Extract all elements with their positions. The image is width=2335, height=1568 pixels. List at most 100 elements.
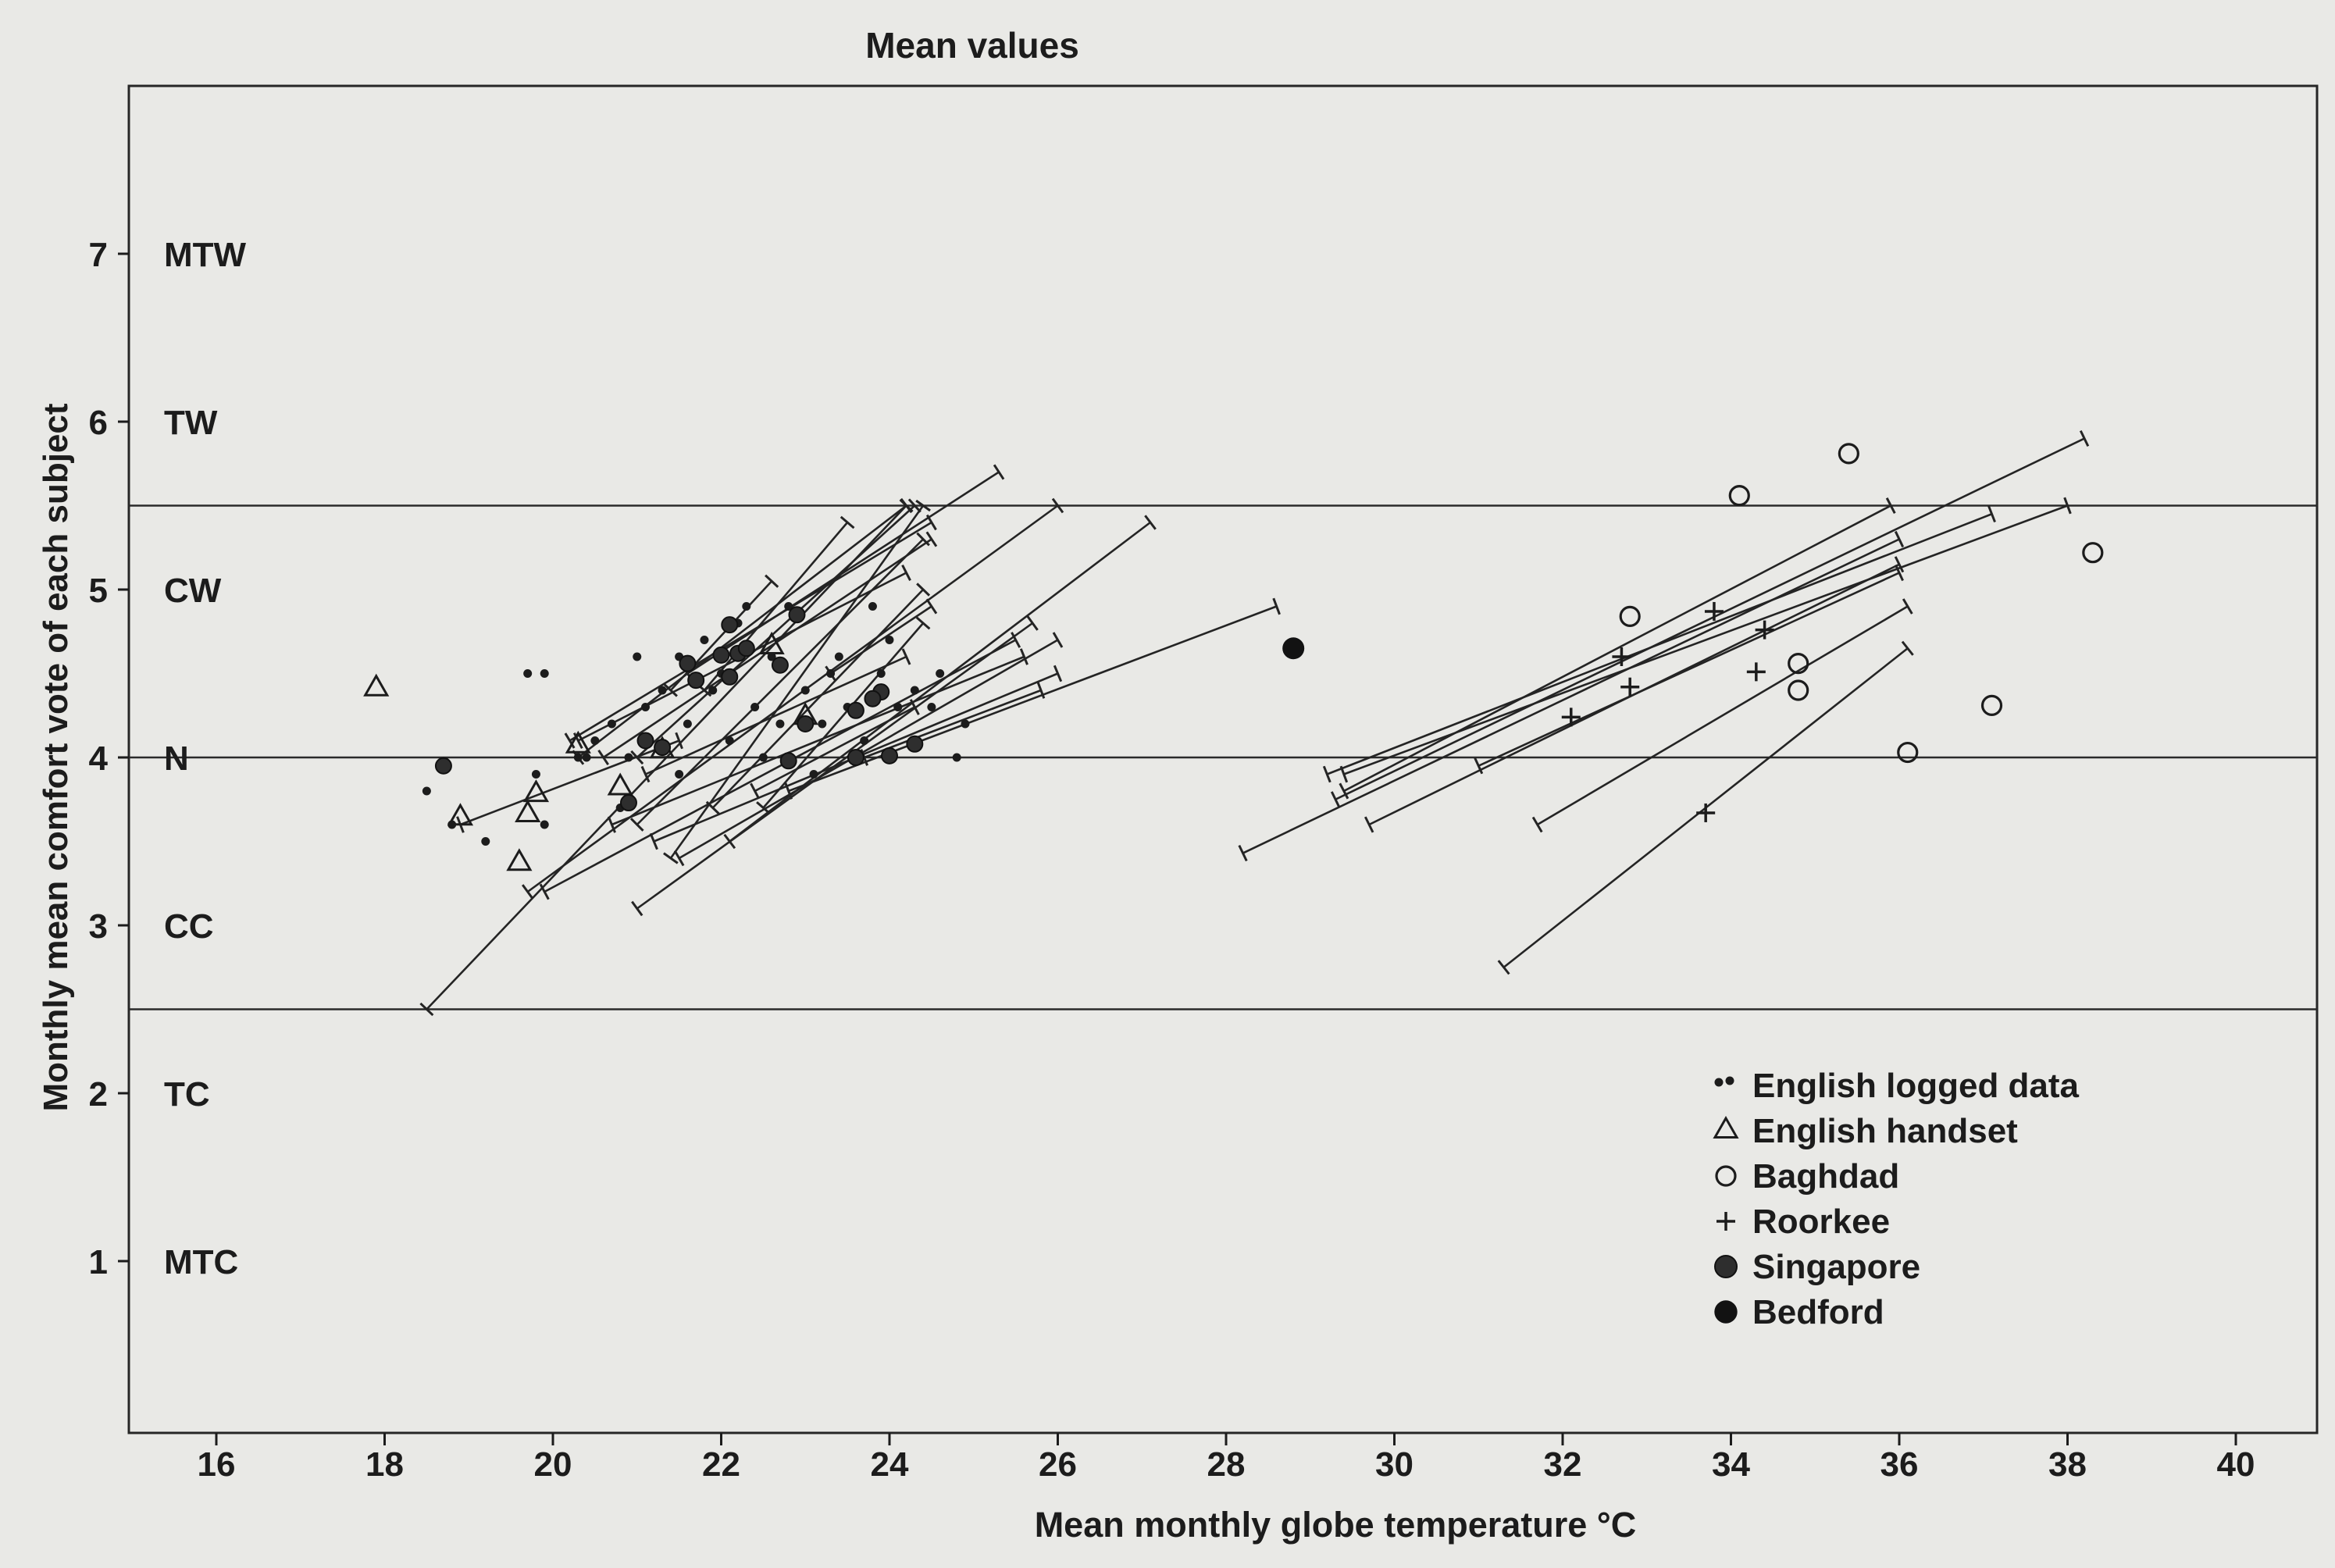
segment-cap xyxy=(907,498,922,513)
regression-line xyxy=(669,580,773,691)
segment-cap xyxy=(705,800,720,815)
regression-segment xyxy=(1330,429,2090,808)
data-points xyxy=(363,443,2104,871)
legend-label: Roorkee xyxy=(1752,1203,1890,1241)
regression-line xyxy=(460,739,680,826)
segment-cap xyxy=(901,648,911,665)
english-logged-point xyxy=(927,703,936,711)
segment-cap xyxy=(915,616,931,630)
regression-line xyxy=(711,589,925,809)
regression-line xyxy=(729,521,1151,843)
regression-segment xyxy=(1238,530,1905,862)
english-logged-point xyxy=(624,753,633,762)
y-axis: 1 2 3 4 5 6 7 MTW TW CW N CC TC MTC xyxy=(89,236,247,1281)
regression-segment xyxy=(607,648,1028,833)
english-logged-point xyxy=(675,770,684,779)
regression-line xyxy=(1335,437,2085,800)
baghdad-point xyxy=(1728,484,1750,507)
regression-line xyxy=(1242,538,1900,854)
legend-item: English logged data xyxy=(1714,1067,2080,1105)
singapore-point xyxy=(721,616,739,634)
baghdad-point xyxy=(1788,679,1809,701)
english-logged-point xyxy=(1714,1078,1724,1087)
english-logged-point xyxy=(876,669,886,678)
regression-line xyxy=(636,538,925,825)
segment-cap xyxy=(909,699,920,715)
english-logged-point xyxy=(868,602,877,611)
segment-cap xyxy=(640,765,651,783)
regression-segment xyxy=(784,597,1281,800)
segment-cap xyxy=(1322,765,1331,783)
segment-cap xyxy=(597,750,609,765)
comfort-category-label: TW xyxy=(164,404,218,442)
english-handset-point xyxy=(758,631,785,654)
y-tick-label: 6 xyxy=(89,404,108,442)
roorkee-point xyxy=(1755,620,1774,640)
comfort-category-label: CW xyxy=(164,572,222,610)
regression-line xyxy=(762,622,925,809)
singapore-point xyxy=(847,701,864,719)
regression-line xyxy=(636,504,916,758)
english-logged-point xyxy=(910,686,919,695)
singapore-point xyxy=(679,654,697,672)
legend-label: English logged data xyxy=(1752,1067,2080,1105)
segment-cap xyxy=(784,782,793,800)
segment-cap xyxy=(756,801,771,814)
singapore-point xyxy=(721,668,739,686)
singapore-point xyxy=(619,794,637,812)
english-logged-point xyxy=(961,719,970,729)
segment-cap xyxy=(765,574,779,588)
segment-cap xyxy=(663,852,679,864)
singapore-point xyxy=(737,640,755,657)
comfort-category-label: MTC xyxy=(164,1243,238,1281)
roorkee-point xyxy=(1561,707,1581,727)
singapore-point xyxy=(434,757,452,775)
english-logged-point xyxy=(725,736,734,745)
english-logged-point xyxy=(523,669,533,678)
segment-cap xyxy=(649,832,658,850)
singapore-point xyxy=(687,672,705,690)
english-logged-point xyxy=(540,669,549,678)
english-handset-point xyxy=(522,779,550,803)
regression-line xyxy=(544,639,1017,893)
singapore-point xyxy=(864,690,882,707)
bedford-point xyxy=(1282,637,1305,660)
singapore-point xyxy=(771,656,789,674)
baghdad-point xyxy=(1619,605,1641,628)
english-handset-point xyxy=(506,848,533,871)
x-tick-label: 28 xyxy=(1207,1445,1246,1484)
baghdad-point xyxy=(1897,741,1919,764)
english-logged-point xyxy=(826,669,836,678)
segment-cap xyxy=(1339,765,1349,783)
english-logged-point xyxy=(860,736,869,745)
english-logged-point xyxy=(607,719,616,729)
english-logged-point xyxy=(885,636,894,644)
segment-cap xyxy=(723,833,736,850)
segment-cap xyxy=(925,531,938,547)
legend-item: Bedford xyxy=(1714,1293,1884,1331)
segment-cap xyxy=(1474,757,1484,775)
x-tick-label: 18 xyxy=(365,1445,404,1484)
regression-line xyxy=(1537,605,1909,826)
roorkee-point xyxy=(1746,662,1766,682)
segment-cap xyxy=(1051,497,1064,514)
english-logged-point xyxy=(834,652,843,661)
regression-segment xyxy=(521,497,1064,900)
segment-cap xyxy=(901,565,911,581)
english-logged-point xyxy=(683,719,692,729)
x-tick-label: 20 xyxy=(534,1445,572,1484)
y-tick-label: 7 xyxy=(89,236,108,274)
regression-segment xyxy=(1339,497,1896,800)
regression-line xyxy=(678,639,1059,860)
segment-cap xyxy=(840,515,855,529)
singapore-point xyxy=(788,606,806,624)
segment-cap xyxy=(564,732,576,749)
segment-cap xyxy=(1339,782,1349,800)
y-tick-label: 4 xyxy=(89,739,109,778)
english-logged-point xyxy=(582,753,591,762)
regression-segment xyxy=(1339,497,2072,783)
segment-cap xyxy=(1895,564,1904,582)
segment-cap xyxy=(1011,632,1021,648)
